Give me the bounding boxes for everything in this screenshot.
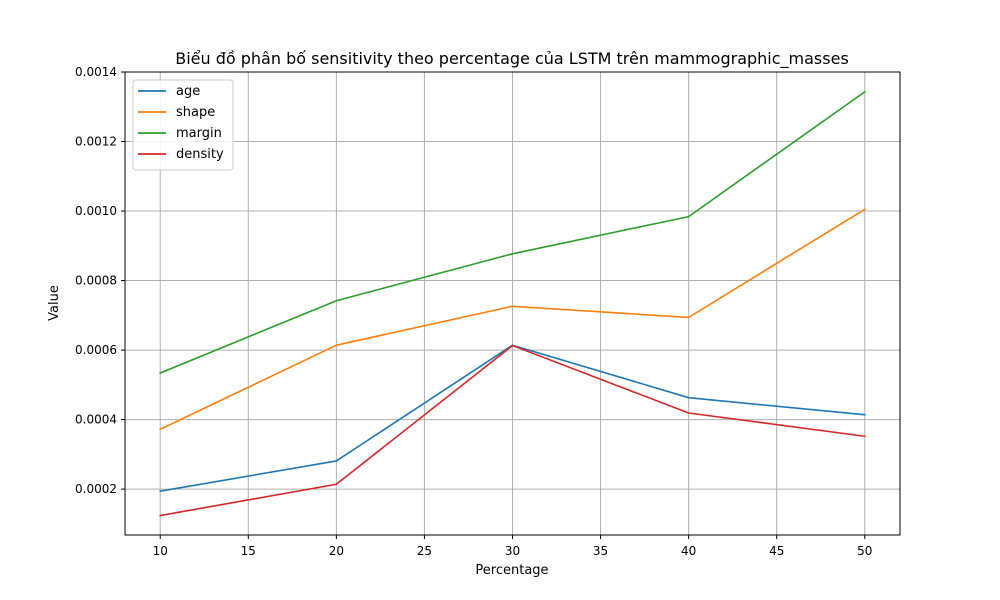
x-tick-label: 10 (153, 544, 168, 558)
x-tick-label: 20 (329, 544, 344, 558)
legend-label-margin: margin (176, 126, 222, 141)
series-line-margin (159, 90, 866, 375)
series-layer (159, 90, 866, 517)
y-tick-label: 0.0008 (75, 274, 117, 288)
y-tick-label: 0.0006 (75, 343, 117, 357)
y-tick-label: 0.0002 (75, 482, 117, 496)
y-tick-label: 0.0010 (75, 204, 117, 218)
legend-label-shape: shape (176, 105, 215, 120)
series-line-shape (159, 208, 866, 431)
x-tick-label: 30 (505, 544, 520, 558)
y-axis-label: Value (47, 285, 62, 321)
y-tick-label: 0.0014 (75, 65, 117, 79)
axis-ticks: 10 15 20 25 30 35 40 45 50 0.0002 0.0004 0.0006 0.00… (75, 65, 872, 558)
series-line-density (159, 344, 866, 517)
x-tick-label: 50 (857, 544, 872, 558)
legend: age shape margin density (132, 79, 234, 171)
x-tick-label: 15 (241, 544, 256, 558)
x-axis-label: Percentage (475, 563, 548, 578)
y-tick-label: 0.0004 (75, 413, 117, 427)
x-tick-label: 35 (593, 544, 608, 558)
y-tick-label: 0.0012 (75, 135, 117, 149)
grid (125, 71, 900, 535)
legend-box (132, 79, 234, 171)
x-tick-label: 40 (681, 544, 696, 558)
x-tick-label: 25 (417, 544, 432, 558)
legend-label-age: age (176, 84, 200, 99)
chart-title: Biểu đồ phân bố sensitivity theo percent… (175, 49, 849, 69)
legend-label-density: density (176, 147, 224, 162)
x-tick-label: 45 (769, 544, 784, 558)
